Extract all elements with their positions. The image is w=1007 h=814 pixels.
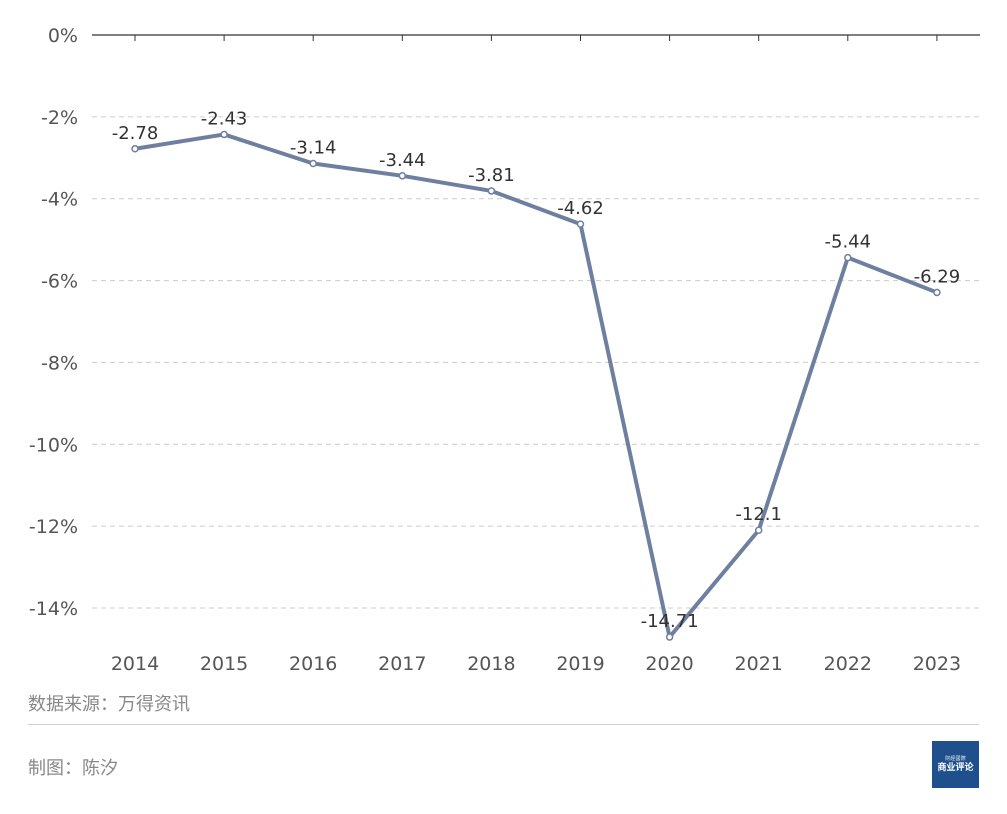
y-tick-label: 0% [48, 25, 78, 47]
x-tick-label: 2021 [735, 653, 783, 675]
data-point [576, 220, 585, 228]
data-point [754, 526, 763, 534]
data-label: -2.78 [112, 123, 159, 144]
brand-logo: 財經國際 商业评论 [932, 741, 979, 788]
data-point [844, 253, 852, 262]
y-tick-label: -12% [29, 516, 78, 538]
line-chart: 0% -2% -4% -6% -8% -10% -12% -14% 2014 2015 2016 20… [29, 25, 980, 675]
data-label: -5.44 [825, 232, 872, 253]
data-point [309, 159, 317, 168]
data-label: -4.62 [557, 198, 604, 219]
divider [28, 724, 979, 725]
data-label: -3.14 [290, 138, 337, 159]
chart-author: 制图：陈汐 [28, 758, 118, 779]
y-tick-label: -2% [41, 107, 78, 129]
x-tick-label: 2020 [645, 653, 693, 675]
data-point [665, 633, 674, 641]
data-point [933, 288, 941, 297]
x-tick-label: 2022 [824, 653, 872, 675]
data-point [398, 172, 407, 180]
data-point [220, 130, 228, 139]
x-tick-label: 2016 [289, 653, 337, 675]
data-point [131, 145, 139, 153]
y-tick-label: -14% [29, 598, 78, 620]
y-tick-label: -4% [41, 189, 78, 211]
data-label: -12.1 [735, 504, 782, 525]
data-label: -6.29 [914, 266, 961, 287]
y-tick-label: -10% [29, 434, 78, 456]
data-source: 数据来源：万得资讯 [28, 694, 190, 715]
x-tick-label: 2014 [111, 653, 159, 675]
series-line [133, 132, 939, 640]
data-label: -3.81 [468, 165, 515, 186]
y-tick-label: -8% [41, 352, 78, 374]
x-tick-label: 2015 [200, 653, 248, 675]
data-label: -14.71 [641, 611, 699, 632]
y-tick-label: -6% [41, 271, 78, 293]
data-label: -3.44 [379, 150, 426, 171]
logo-main-text: 商业评论 [937, 762, 974, 773]
data-point [487, 187, 496, 195]
logo-top-text: 財經國際 [945, 755, 966, 762]
x-tick-label: 2017 [378, 653, 426, 675]
x-tick-label: 2023 [913, 653, 961, 675]
data-label: -2.43 [201, 108, 248, 129]
x-tick-label: 2019 [556, 653, 604, 675]
x-tick-label: 2018 [467, 653, 515, 675]
